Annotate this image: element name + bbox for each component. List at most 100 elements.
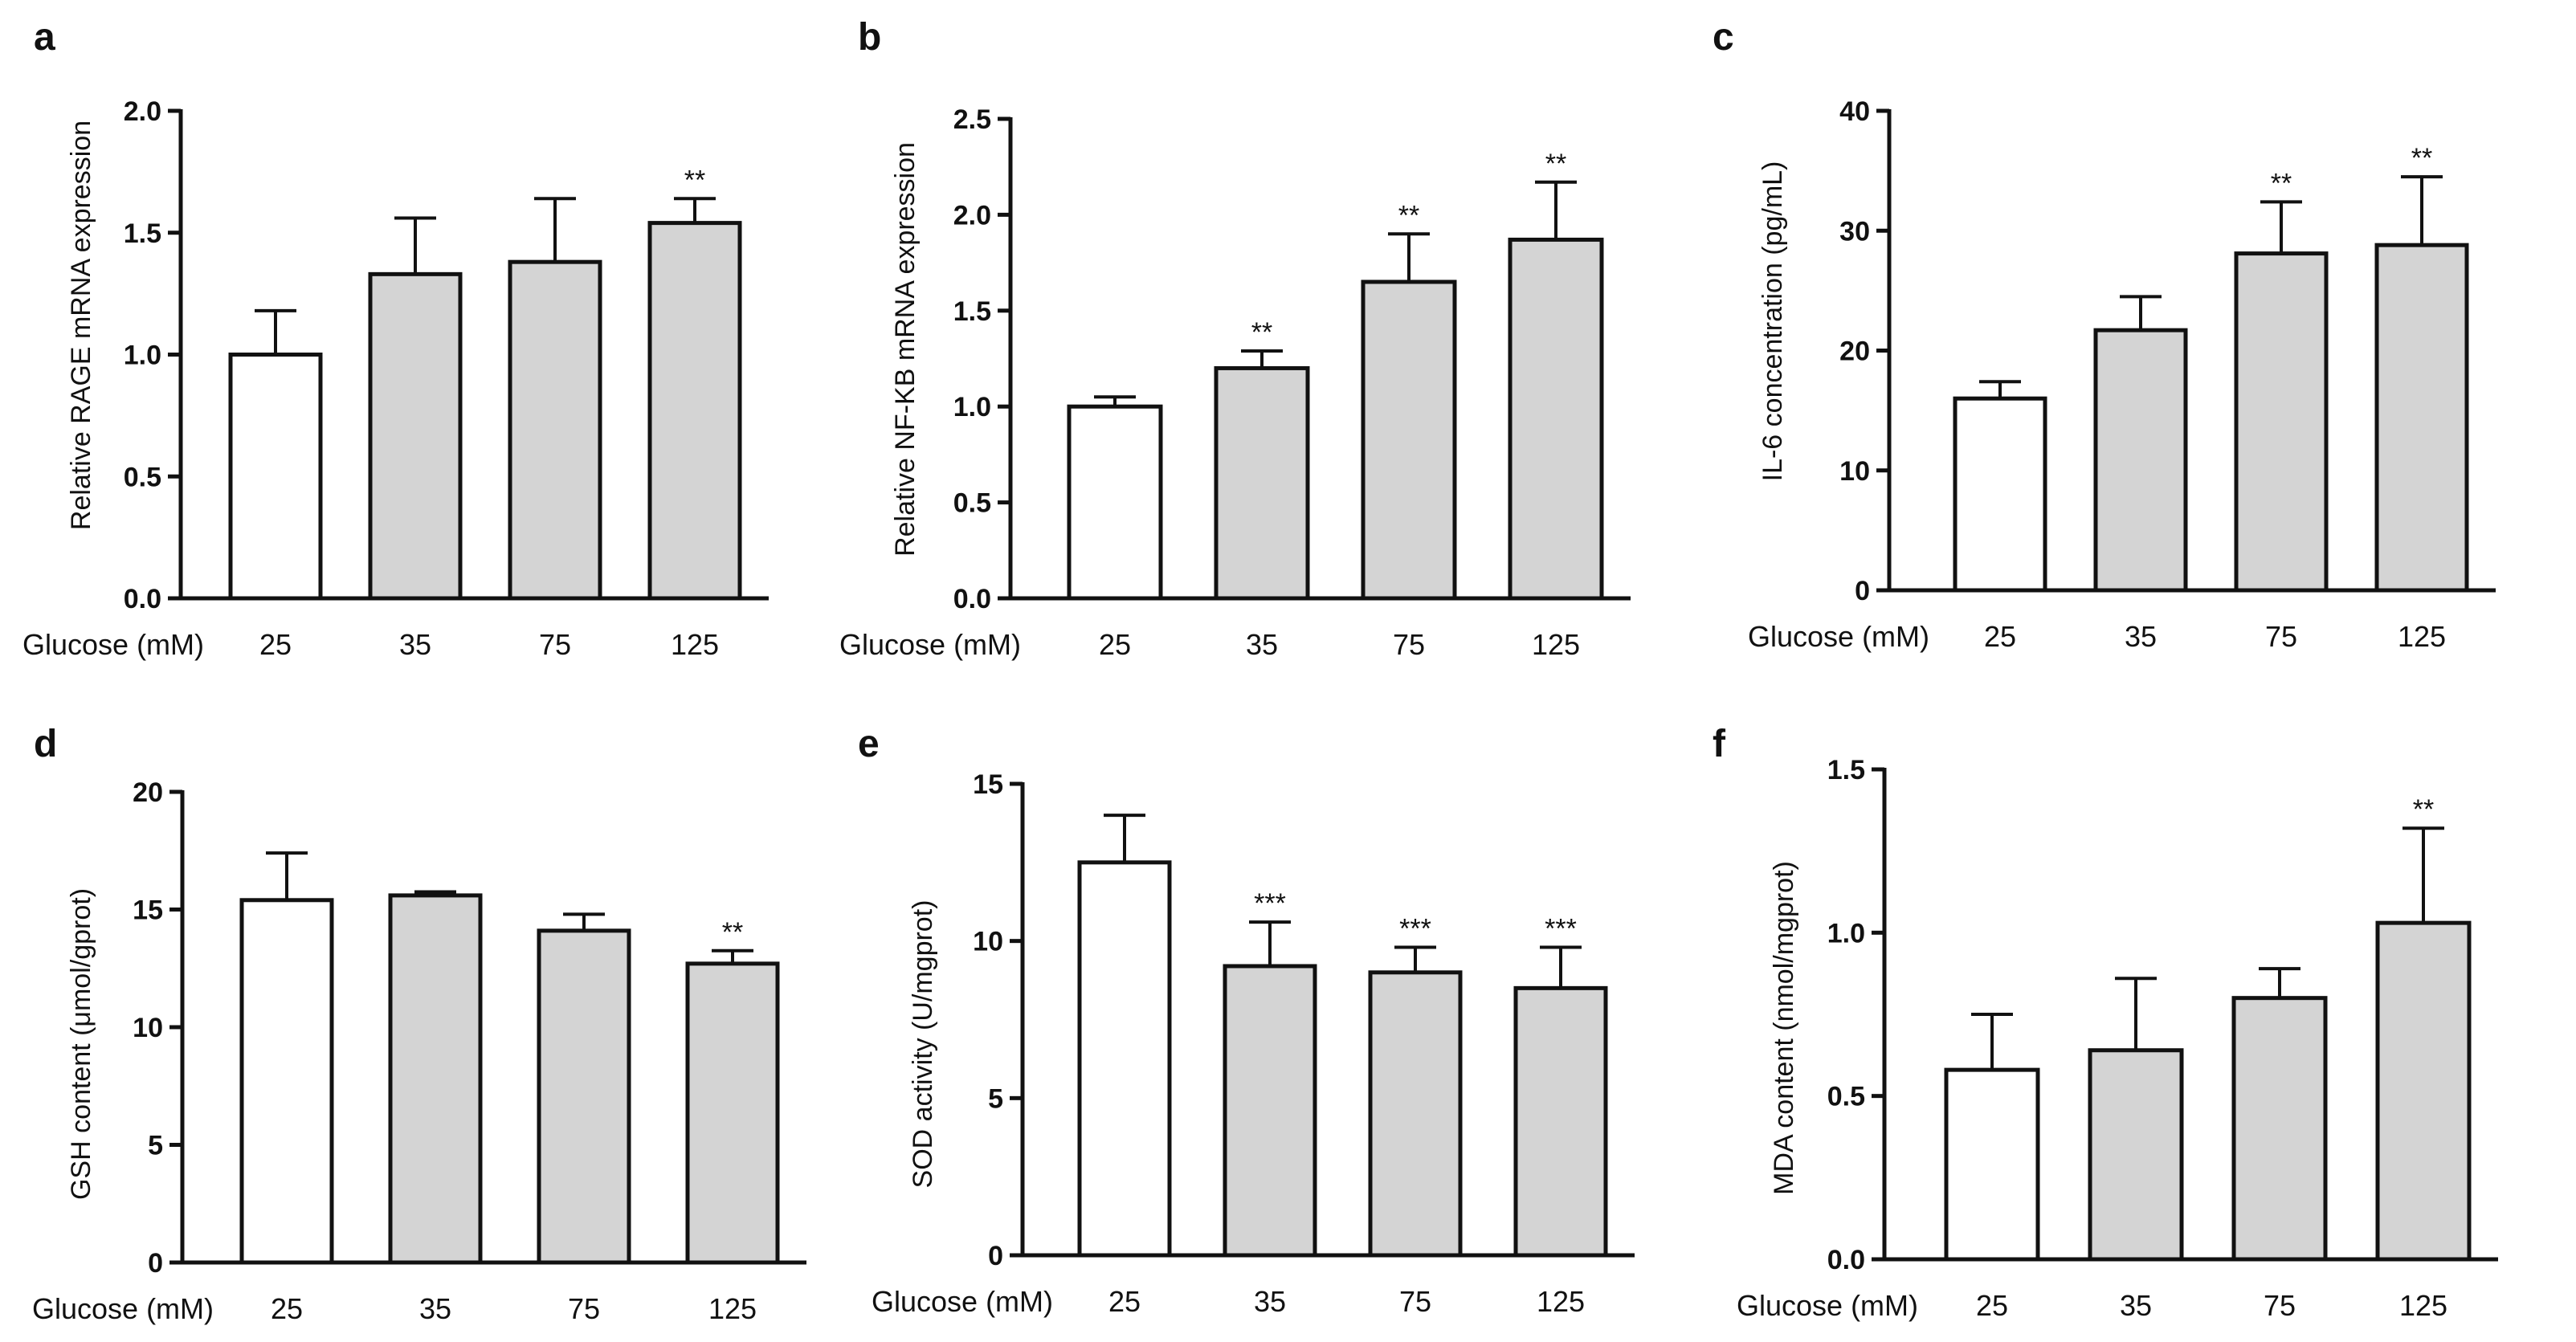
panel-e-errorbar-25 [1104,814,1145,863]
panel-f-bar-25 [1944,1067,2040,1262]
panel-c-significance-75: ** [2271,168,2292,198]
panel-a-bar-75 [508,259,602,601]
panel-d-x-tick-25: 25 [271,1292,303,1325]
panel-a-bar-125 [647,221,742,601]
panel-d: d GSH content (μmol/gprot) 25 35 75 ** 125 0 5… [32,723,806,1325]
panel-d-bar-75 [537,928,631,1265]
panel-b-significance-125: ** [1545,149,1566,179]
panel-a-x-axis-label: Glucose (mM) [22,628,204,661]
panel-f-letter: f [1713,723,1726,765]
panel-b-errorbar-25 [1094,395,1136,407]
panel-b-letter: b [858,16,881,59]
panel-f-x-tick-75: 75 [2264,1289,2296,1322]
panel-f-bar-35 [2088,1048,2184,1262]
panel-d-x-tick-35: 35 [419,1292,451,1325]
panel-a-letter: a [34,16,55,59]
panel-f-y-tick-label: 1.0 [1827,918,1865,948]
panel-d-y-tick-label: 20 [133,777,163,808]
panel-b-y-tick-label: 2.0 [953,200,991,230]
panel-c-y-tick-label: 20 [1839,337,1870,367]
panel-f-significance-125: ** [2413,794,2434,825]
panel-b-y-tick-label: 0.0 [953,584,991,614]
panel-c-y-tick-label: 30 [1839,216,1870,247]
panel-e-bar-125 [1513,985,1608,1258]
panel-e-y-axis-label: SOD activity (U/mgprot) [908,900,938,1189]
panel-d-y-tick-label: 0 [148,1248,163,1279]
panel-a-x-tick-35: 35 [399,628,431,661]
panel-a-y-axis-label: Relative RAGE mRNA expression [66,120,96,530]
panel-e-y-tick-label: 0 [988,1241,1003,1271]
panel-d-significance-125: ** [722,917,743,948]
panel-d-errorbar-75 [563,912,605,931]
panel-d-y-axis-label: GSH content (μmol/gprot) [66,888,96,1200]
panel-f-y-tick-label: 1.5 [1827,755,1865,785]
panel-a-y-tick-label: 0.0 [124,584,161,614]
panel-a-y-tick-label: 0.5 [124,462,161,492]
panel-b-significance-75: ** [1398,200,1419,230]
panel-c-x-tick-25: 25 [1984,620,2016,653]
panel-a-bar-25 [228,353,323,601]
panel-b-x-tick-25: 25 [1099,628,1131,661]
panel-e-bar-35 [1223,964,1317,1258]
panel-c: c IL-6 concentration (pg/mL) 25 35 ** 75 ** 1… [1713,16,2496,653]
panel-a-x-tick-125: 125 [671,628,719,661]
panel-f-errorbar-125 [2402,826,2444,924]
panel-e-x-tick-25: 25 [1108,1285,1141,1318]
panel-f-bar-75 [2231,996,2328,1262]
panel-a-errorbar-75 [534,197,576,263]
panel-e-errorbar-125 [1540,945,1582,989]
panel-f: f MDA content (nmol/mgprot) 25 35 75 ** 125 0… [1713,723,2498,1322]
panel-d-y-tick-label: 15 [133,895,163,926]
panel-c-y-tick-label: 40 [1839,96,1870,127]
panel-a-errorbar-125 [674,197,716,223]
panel-a-errorbar-35 [394,216,436,275]
panel-e-y-tick-label: 15 [973,769,1003,800]
panel-f-y-tick-label: 0.5 [1827,1082,1865,1112]
panel-a-y-tick-label: 2.0 [124,96,161,127]
panel-c-errorbar-35 [2120,295,2162,331]
panel-c-bar-25 [1953,396,2047,593]
panel-b-errorbar-125 [1535,180,1577,240]
panel-e-x-tick-75: 75 [1399,1285,1431,1318]
panel-e-x-axis-label: Glucose (mM) [872,1285,1053,1318]
panel-e-errorbar-35 [1249,920,1291,966]
panel-f-errorbar-25 [1971,1013,2013,1071]
panel-d-y-tick-label: 10 [133,1013,163,1043]
panel-d-errorbar-125 [712,948,753,964]
panel-f-x-axis-label: Glucose (mM) [1737,1289,1918,1322]
panel-d-letter: d [34,723,57,765]
panel-d-bar-25 [239,898,334,1265]
panel-b-x-axis-label: Glucose (mM) [839,628,1021,661]
panel-b-bar-35 [1214,365,1310,601]
panel-c-x-tick-35: 35 [2125,620,2157,653]
panel-b-y-tick-label: 0.5 [953,488,991,519]
panel-f-bar-125 [2375,920,2472,1262]
panel-b-y-tick-label: 1.5 [953,296,991,327]
panel-f-x-tick-35: 35 [2120,1289,2152,1322]
panel-f-y-axis-label: MDA content (nmol/mgprot) [1769,861,1799,1195]
panel-a-x-tick-25: 25 [259,628,292,661]
panel-c-bar-75 [2234,251,2329,593]
panel-e-bar-25 [1077,860,1172,1258]
panel-b-x-tick-75: 75 [1393,628,1425,661]
panel-b-errorbar-75 [1388,232,1430,282]
panel-d-x-tick-75: 75 [568,1292,600,1325]
panel-a-y-tick-label: 1.0 [124,341,161,371]
panel-b-y-tick-label: 2.5 [953,104,991,135]
panel-b-x-tick-35: 35 [1246,628,1278,661]
panel-f-errorbar-35 [2115,977,2157,1050]
panel-d-errorbar-35 [414,890,456,895]
panel-c-y-tick-label: 10 [1839,456,1870,487]
panel-a-significance-125: ** [684,165,705,195]
panel-b-bar-125 [1508,237,1604,601]
panel-e-significance-125: *** [1545,913,1577,944]
panel-d-x-tick-125: 125 [708,1292,757,1325]
panel-e-y-tick-label: 5 [988,1083,1003,1114]
panel-c-bar-35 [2093,328,2188,593]
panel-a-bar-35 [368,271,463,601]
panel-b-errorbar-35 [1241,349,1283,369]
panel-d-bar-35 [388,893,483,1265]
panel-d-errorbar-25 [266,851,308,900]
panel-b-bar-25 [1067,404,1163,601]
panel-c-y-tick-label: 0 [1855,576,1870,606]
